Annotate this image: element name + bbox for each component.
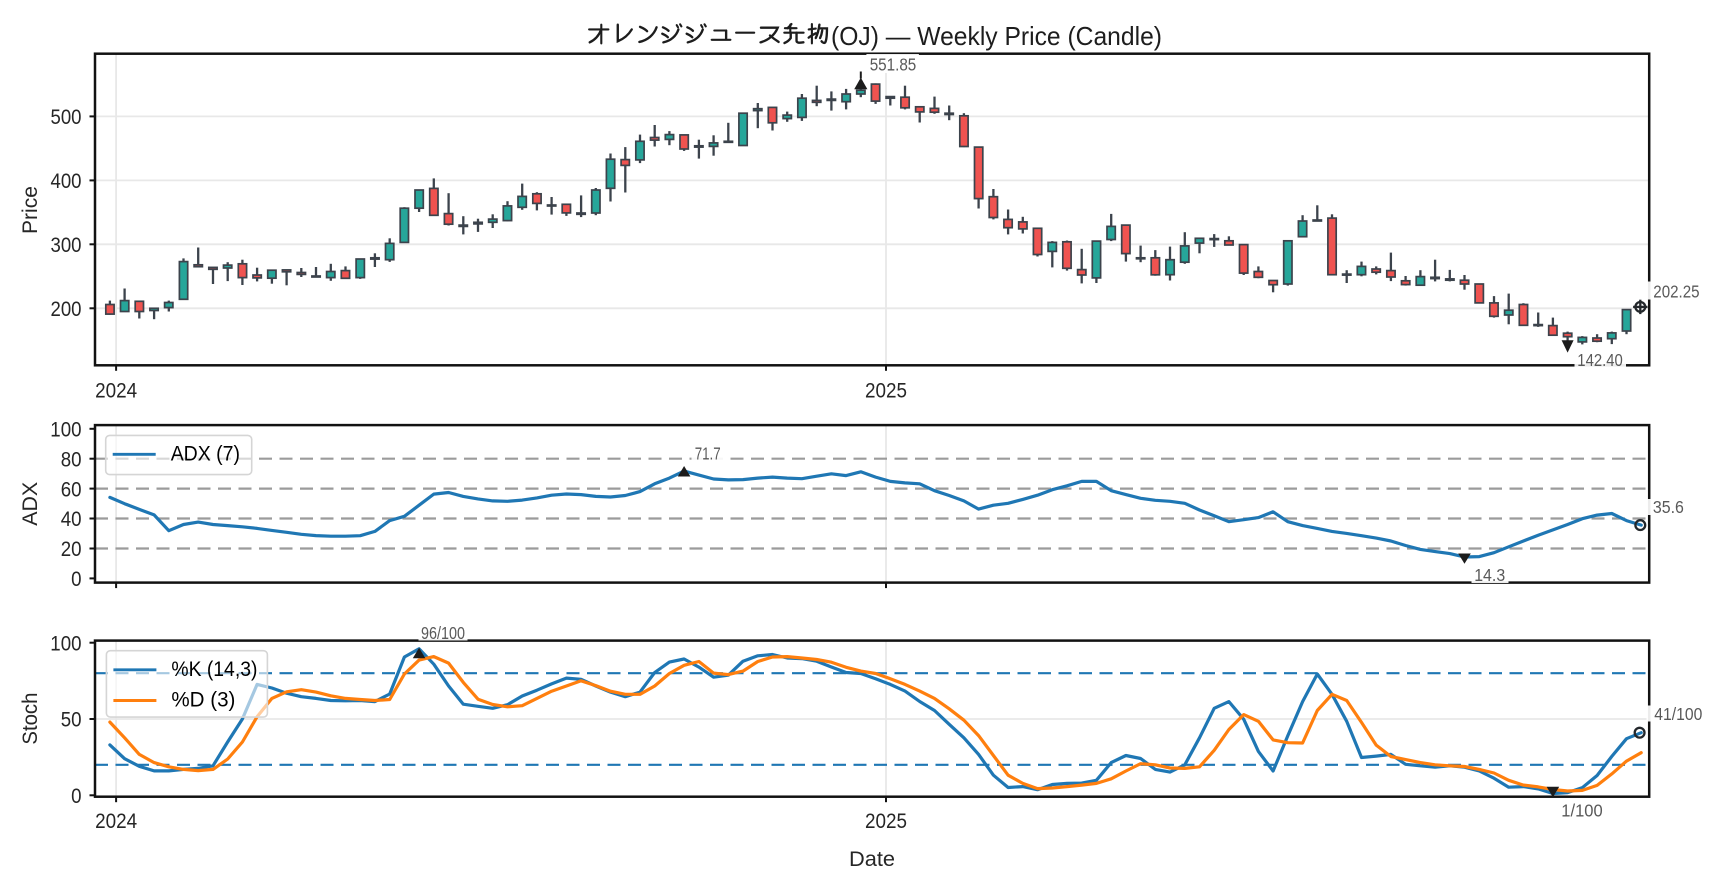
svg-text:71.7: 71.7 [695,444,721,464]
svg-text:50: 50 [61,709,82,732]
svg-text:2025: 2025 [865,810,907,833]
svg-text:Date: Date [849,848,895,871]
svg-text:2025: 2025 [865,379,907,402]
svg-text:80: 80 [61,448,82,471]
svg-text:400: 400 [51,170,82,193]
svg-text:96/100: 96/100 [421,623,465,643]
svg-text:500: 500 [51,106,82,129]
svg-text:%D (3): %D (3) [171,689,235,712]
svg-text:551.85: 551.85 [870,55,917,75]
svg-text:%K (14,3): %K (14,3) [171,658,257,681]
svg-text:Stoch: Stoch [19,693,42,745]
svg-text:0: 0 [71,785,81,808]
svg-text:Price: Price [19,186,42,234]
svg-text:2024: 2024 [95,379,137,402]
svg-text:20: 20 [61,538,82,561]
svg-text:100: 100 [50,632,81,655]
svg-text:ADX (7): ADX (7) [171,443,240,466]
svg-text:35.6: 35.6 [1653,497,1684,517]
svg-text:(OJ) — Weekly Price (Candle): (OJ) — Weekly Price (Candle) [831,21,1162,51]
svg-text:ADX: ADX [19,482,42,526]
svg-text:14.3: 14.3 [1474,565,1505,585]
svg-text:202.25: 202.25 [1653,281,1699,301]
svg-text:0: 0 [71,568,81,591]
svg-text:1/100: 1/100 [1561,800,1603,820]
svg-text:200: 200 [51,298,82,321]
svg-text:41/100: 41/100 [1654,704,1702,724]
svg-text:142.40: 142.40 [1577,350,1623,370]
svg-text:2024: 2024 [95,810,137,833]
svg-text:300: 300 [51,234,82,257]
svg-text:40: 40 [61,508,82,531]
svg-text:60: 60 [61,478,82,501]
svg-text:100: 100 [50,418,81,441]
